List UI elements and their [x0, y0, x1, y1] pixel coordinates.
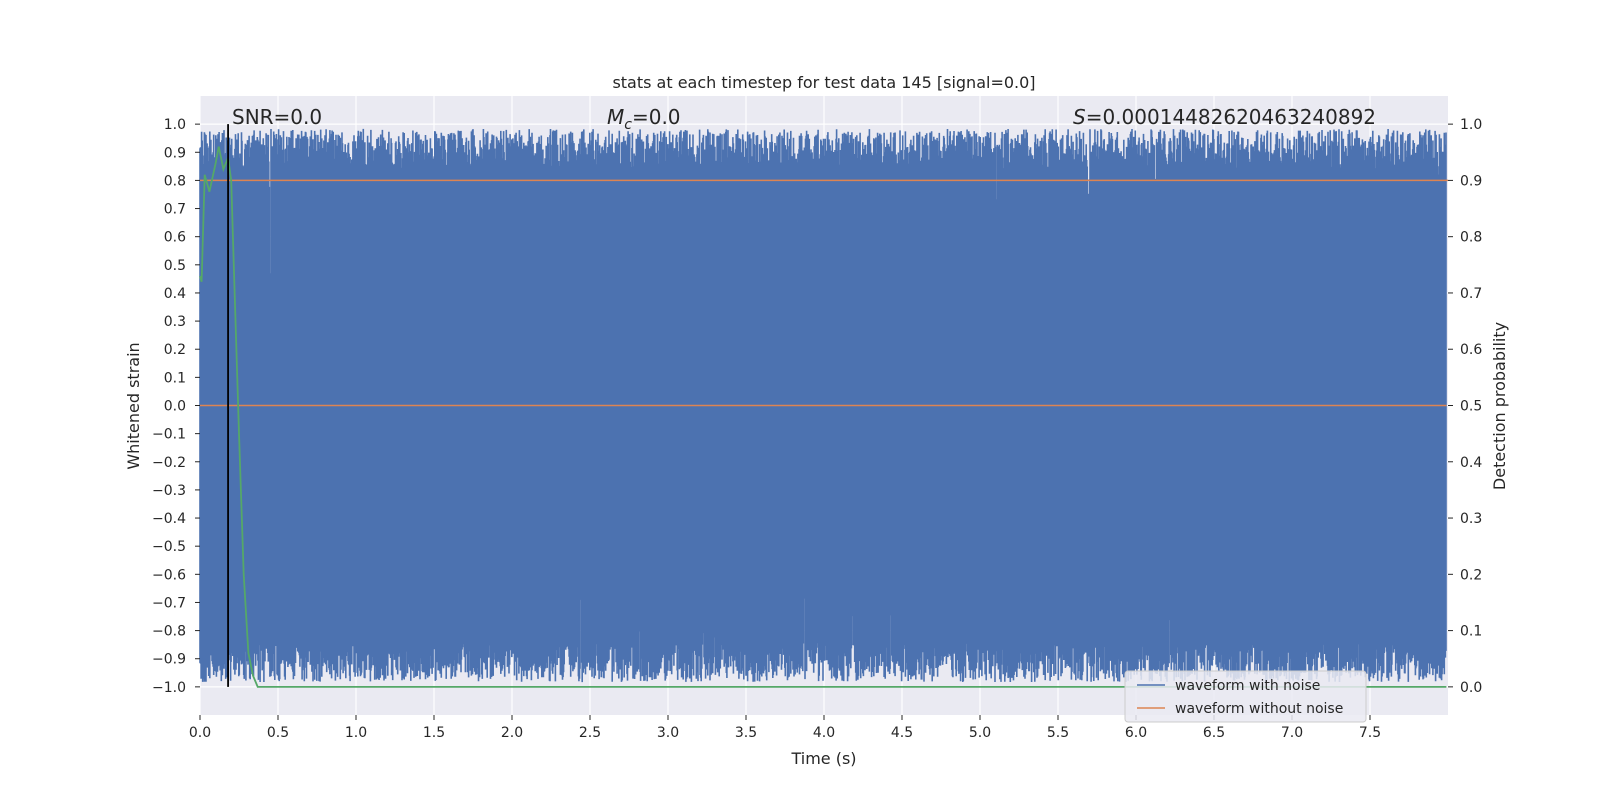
y-tick-label: 0.3 [164, 314, 186, 330]
chirp-mass-annotation: Mc=0.0 [607, 105, 681, 133]
snr-annotation: SNR=0.0 [232, 105, 322, 129]
y-tick-label: 0.0 [164, 399, 186, 415]
y2-tick-label: 0.6 [1460, 342, 1482, 358]
legend-label-clean: waveform without noise [1175, 701, 1343, 717]
y-tick-label: 0.1 [164, 370, 186, 386]
y-tick-label: 0.5 [164, 258, 186, 274]
x-tick-label: 7.5 [1359, 725, 1381, 741]
y-tick-label: 0.8 [164, 173, 186, 189]
score-symbol: S [1073, 105, 1086, 129]
y-tick-label: −0.6 [152, 567, 186, 583]
y-axis-ticks: 1.0 0.9 0.8 0.7 0.6 0.5 0.4 0.3 0.2 0.1 0.0 −0.1 −0.… [152, 117, 200, 696]
chart-title: stats at each timestep for test data 145… [612, 73, 1035, 92]
y2-tick-label: 0.4 [1460, 455, 1482, 471]
y2-tick-label: 0.2 [1460, 567, 1482, 583]
overlay-lines [199, 124, 1448, 688]
y2-axis-ticks: 1.0 0.9 0.8 0.7 0.6 0.5 0.4 0.3 0.2 0.1 0.0 [1448, 117, 1482, 696]
x-tick-label: 0.5 [267, 725, 289, 741]
x-tick-label: 3.0 [657, 725, 679, 741]
legend-box [1124, 670, 1367, 723]
y-tick-label: −1.0 [152, 680, 186, 696]
x-tick-label: 6.0 [1125, 725, 1147, 741]
x-tick-label: 0.0 [189, 725, 211, 741]
y-tick-label: −0.3 [152, 483, 186, 499]
legend: waveform with noise waveform without noi… [1124, 670, 1367, 723]
x-tick-label: 1.0 [345, 725, 367, 741]
y-tick-label: −0.5 [152, 539, 186, 555]
y2-tick-label: 0.3 [1460, 511, 1482, 527]
y-tick-label: 0.9 [164, 145, 186, 161]
y-tick-label: −0.8 [152, 624, 186, 640]
series-detection-probability [199, 146, 1447, 688]
y-tick-label: −0.1 [152, 427, 186, 443]
x-tick-label: 4.5 [891, 725, 913, 741]
x-tick-label: 1.5 [423, 725, 445, 741]
y2-tick-label: 1.0 [1460, 117, 1482, 133]
y-axis-label: Whitened strain [124, 342, 143, 469]
y-tick-label: −0.7 [152, 595, 186, 611]
y2-tick-label: 0.5 [1460, 399, 1482, 415]
score-annotation: S=0.0001448262046324089​2 [1073, 105, 1376, 129]
y-tick-label: 0.4 [164, 286, 186, 302]
chirp-mass-subscript: c [624, 117, 632, 133]
y-tick-label: 0.2 [164, 342, 186, 358]
y-tick-label: 0.6 [164, 230, 186, 246]
x-tick-label: 7.0 [1281, 725, 1303, 741]
x-tick-label: 2.5 [579, 725, 601, 741]
y-tick-label: −0.4 [152, 511, 186, 527]
x-tick-label: 3.5 [735, 725, 757, 741]
chirp-mass-value: =0.0 [632, 105, 681, 129]
chirp-mass-symbol: M [607, 105, 624, 129]
x-axis-label: Time (s) [790, 749, 856, 768]
y-tick-label: −0.9 [152, 652, 186, 668]
x-tick-label: 4.0 [813, 725, 835, 741]
legend-label-noise: waveform with noise [1175, 678, 1320, 694]
y2-tick-label: 0.1 [1460, 624, 1482, 640]
y2-axis-label: Detection probability [1490, 322, 1509, 490]
x-tick-label: 5.5 [1047, 725, 1069, 741]
score-value: =0.0001448262046324089​2 [1086, 105, 1376, 129]
y2-tick-label: 0.0 [1460, 680, 1482, 696]
x-axis-ticks: 0.0 0.5 1.0 1.5 2.0 2.5 3.0 3.5 4.0 4.5 5.0 5.5 6.0 6… [189, 715, 1381, 741]
y-tick-label: 0.7 [164, 202, 186, 218]
x-tick-label: 6.5 [1203, 725, 1225, 741]
y2-tick-label: 0.7 [1460, 286, 1482, 302]
y-tick-label: 1.0 [164, 117, 186, 133]
y-tick-label: −0.2 [152, 455, 186, 471]
x-tick-label: 5.0 [969, 725, 991, 741]
y2-tick-label: 0.9 [1460, 173, 1482, 189]
y2-tick-label: 0.8 [1460, 230, 1482, 246]
x-tick-label: 2.0 [501, 725, 523, 741]
